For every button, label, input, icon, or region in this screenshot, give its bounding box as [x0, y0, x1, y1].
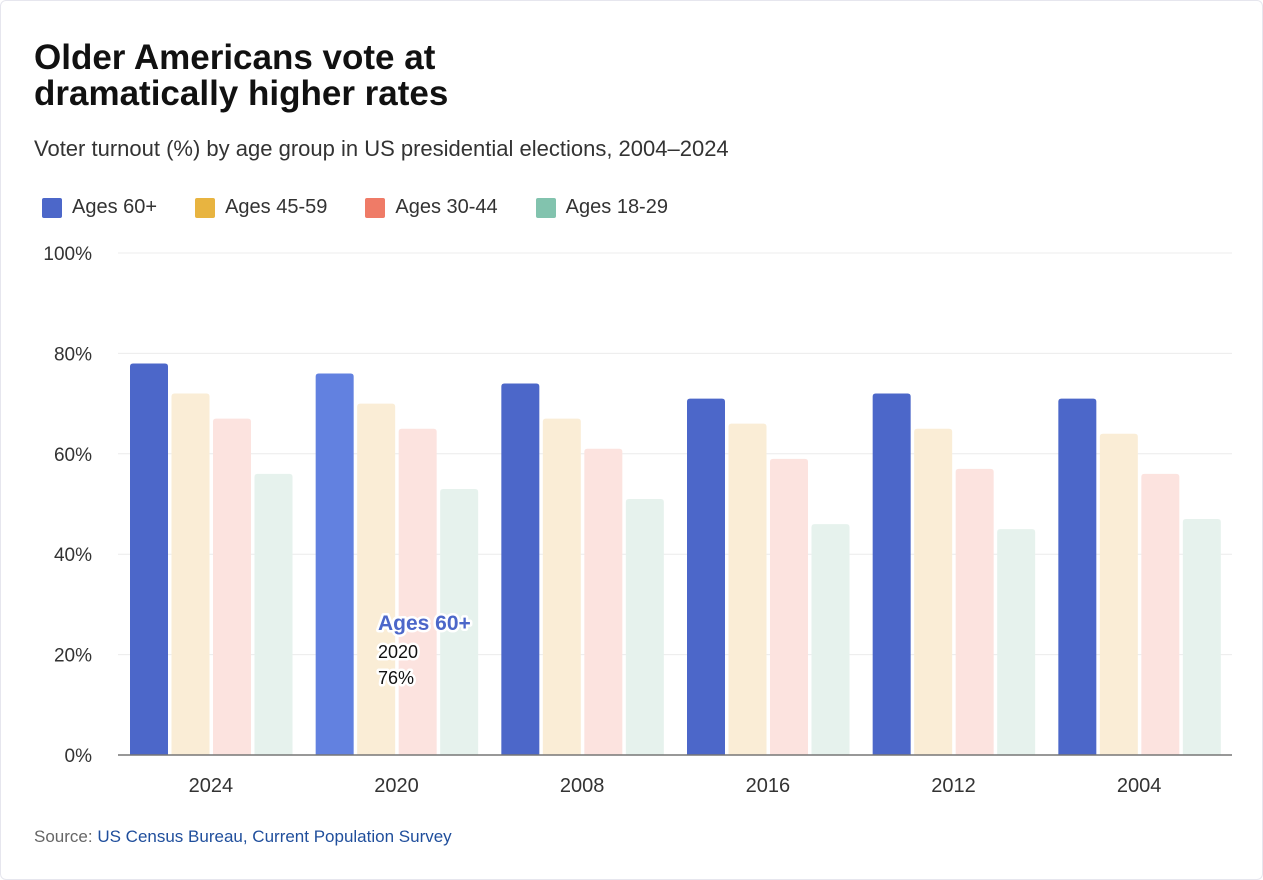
legend-swatch — [535, 197, 556, 218]
legend-swatch — [42, 197, 62, 218]
legend-label: Ages 18-29 — [565, 196, 668, 218]
y-tick-label: 0% — [65, 746, 93, 767]
tooltip-value: 76% — [378, 668, 414, 688]
y-tick-label: 40% — [54, 545, 92, 566]
x-tick-label: 2008 — [560, 775, 605, 797]
bar — [213, 418, 251, 755]
y-tick-label: 80% — [54, 344, 92, 365]
bar — [687, 398, 725, 755]
y-tick-label: 100% — [43, 244, 92, 265]
x-tick-label: 2020 — [374, 775, 419, 797]
bar — [440, 488, 479, 755]
bar — [811, 524, 850, 755]
legend-item[interactable]: Ages 60+ — [42, 196, 157, 219]
tooltip-series: Ages 60+ — [378, 612, 471, 635]
bar — [872, 393, 911, 755]
bar — [501, 383, 540, 755]
chart-title: Older Americans vote at dramatically hig… — [34, 38, 449, 113]
bar — [625, 498, 664, 755]
legend-item[interactable]: Ages 45-59 — [195, 196, 327, 219]
bar — [770, 458, 808, 755]
bar — [315, 373, 354, 755]
bar — [171, 393, 210, 755]
bar — [584, 448, 623, 755]
bar — [955, 468, 994, 755]
x-tick-label: 2016 — [746, 775, 791, 797]
bar — [914, 428, 953, 755]
bar — [398, 428, 437, 755]
bar — [542, 418, 581, 755]
bar — [1141, 473, 1180, 755]
legend-item[interactable]: Ages 18-29 — [535, 196, 668, 219]
x-tick-label: 2024 — [189, 775, 234, 797]
source-link[interactable]: US Census Bureau, Current Population Sur… — [97, 827, 452, 846]
source-label: Source: — [34, 827, 93, 846]
bar — [1099, 433, 1138, 755]
legend-label: Ages 30-44 — [395, 196, 498, 218]
x-tick-label: 2004 — [1117, 775, 1162, 797]
bar — [997, 529, 1036, 755]
legend-label: Ages 45-59 — [225, 196, 328, 218]
legend-label: Ages 60+ — [72, 196, 158, 218]
legend-item[interactable]: Ages 30-44 — [365, 196, 498, 219]
y-tick-label: 20% — [54, 646, 92, 667]
bar — [254, 473, 293, 755]
x-tick-label: 2012 — [931, 775, 976, 797]
tooltip-category: 2020 — [378, 642, 418, 662]
legend: Ages 60+ Ages 45-59 Ages 30-44 Ages 18-29 — [42, 196, 668, 219]
bar — [357, 403, 396, 755]
chart-subtitle: Voter turnout (%) by age group in US pre… — [34, 136, 729, 161]
legend-swatch — [365, 197, 386, 218]
source-note: Source: US Census Bureau, Current Popula… — [34, 827, 452, 847]
bar — [130, 363, 168, 755]
y-tick-label: 60% — [54, 445, 92, 466]
bar — [1058, 398, 1097, 755]
bar — [1182, 519, 1221, 755]
bar — [728, 423, 767, 755]
legend-swatch — [195, 197, 216, 218]
